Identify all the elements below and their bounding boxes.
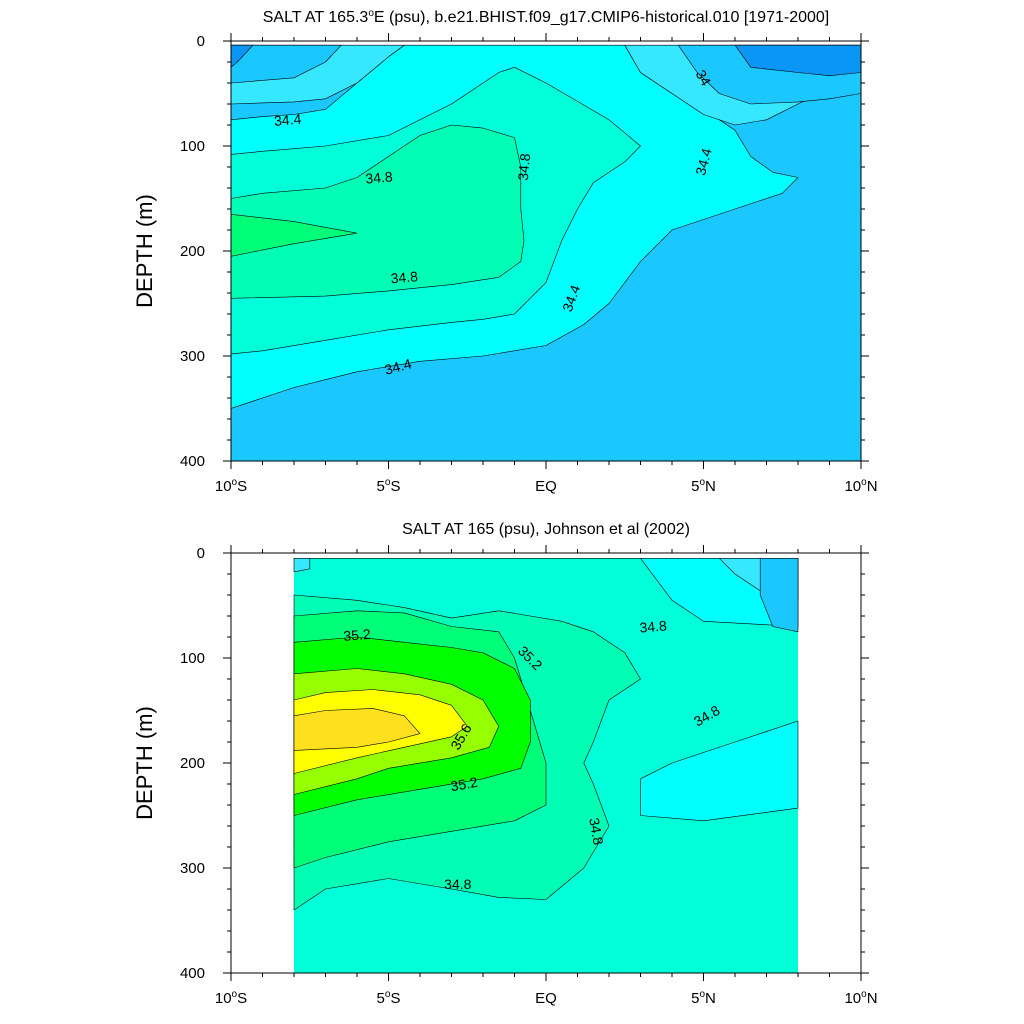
contour-label: 34.8	[365, 168, 394, 186]
contour-region-3	[231, 214, 358, 257]
contour-label: 34.8	[586, 816, 607, 846]
x-tick-label: 5oS	[377, 989, 401, 1007]
y-axis-label: DEPTH (m)	[132, 706, 157, 820]
contour-region-10	[293, 708, 421, 751]
x-tick-label: EQ	[535, 478, 557, 495]
contour-label: 34.4	[383, 355, 414, 378]
contour-label: 34.8	[390, 268, 419, 286]
x-tick-label: 5oS	[377, 477, 401, 495]
y-tick-label: 200	[180, 243, 205, 260]
x-tick-label: 10oS	[215, 989, 247, 1007]
contour-plot-area: 10oS 5oS EQ 5oN 10oN 0 100 200 300 400 34.4 34.8 34.…	[180, 33, 878, 495]
contour-region-9	[734, 44, 861, 76]
axis-ticks	[223, 545, 869, 981]
contour-label: 34	[693, 67, 715, 89]
contour-region-8	[231, 44, 254, 68]
contour-region-6	[231, 44, 342, 84]
x-tick-label: 10oN	[844, 477, 877, 495]
chart-title: SALT AT 165 (psu), Johnson et al (2002)	[402, 521, 690, 538]
y-tick-label: 100	[180, 138, 205, 155]
contour-region-2	[293, 557, 311, 573]
contour-plot-area: 10oS 5oS EQ 5oN 10oN010020030040035.235.235.…	[180, 545, 878, 1007]
contour-label: 34.8	[639, 617, 668, 635]
contour-label: 35.2	[449, 774, 479, 795]
contour-label: 35.2	[343, 626, 372, 644]
x-tick-label: EQ	[535, 990, 557, 1007]
observed-salinity-panel: SALT AT 165 (psu), Johnson et al (2002) …	[132, 521, 878, 1007]
y-tick-label: 400	[180, 965, 205, 982]
y-tick-label: 100	[180, 650, 205, 667]
x-tick-label: 5oN	[691, 477, 716, 495]
y-tick-label: 200	[180, 755, 205, 772]
axis-ticks	[223, 33, 869, 469]
y-tick-label: 300	[180, 348, 205, 365]
model-salinity-panel: SALT AT 165.3oE (psu), b.e21.BHIST.f09_g…	[132, 8, 878, 495]
contour-label: 34.8	[444, 876, 471, 892]
contour-region-4	[759, 557, 799, 633]
y-tick-label: 300	[180, 860, 205, 877]
x-tick-label: 10oN	[844, 989, 877, 1007]
contour-labels: 34.434.8 34.834.834.434.434.434	[273, 67, 714, 378]
contour-label: 34.4	[692, 146, 715, 177]
y-axis-label: DEPTH (m)	[132, 194, 157, 308]
contour-label: 34.8	[515, 153, 533, 182]
x-tick-label: 10oS	[215, 477, 247, 495]
contour-fills	[231, 44, 861, 409]
chart-title: SALT AT 165.3oE (psu), b.e21.BHIST.f09_g…	[263, 8, 830, 26]
contour-label: 34.4	[273, 111, 302, 129]
contour-region-2	[231, 124, 525, 299]
y-tick-label: 400	[180, 453, 205, 470]
x-tick-label: 5oN	[691, 989, 716, 1007]
y-tick-label: 0	[197, 33, 205, 50]
contour-fills	[293, 557, 799, 911]
contour-region-1	[640, 720, 799, 822]
y-tick-label: 0	[197, 545, 205, 562]
